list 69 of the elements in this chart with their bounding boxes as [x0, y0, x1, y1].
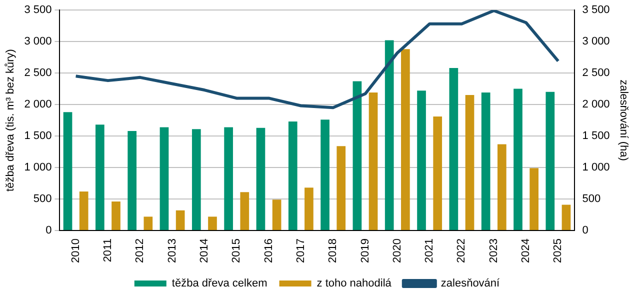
bar: [481, 92, 490, 230]
bar: [530, 168, 538, 230]
bar: [304, 188, 314, 230]
bar: [112, 202, 120, 230]
bar: [384, 40, 394, 230]
bar: [96, 124, 104, 230]
y-tick-label: 0: [46, 224, 52, 237]
x-tick-label: 2025: [552, 238, 564, 264]
x-tick-label: 2023: [488, 238, 500, 264]
x-tick-label: 2013: [166, 238, 178, 264]
y2-tick-label: 2 000: [582, 98, 610, 111]
legend-label: zalesňování: [440, 278, 501, 290]
x-tick-label: 2021: [424, 238, 436, 264]
y-tick-label: 3 000: [24, 36, 52, 48]
x-tick-label: 2016: [262, 238, 275, 264]
y-tick-label: 2 000: [24, 98, 52, 111]
x-tick-label: 2015: [230, 238, 243, 264]
bar: [208, 216, 217, 230]
bar: [240, 192, 250, 230]
bar: [160, 127, 169, 230]
bar: [465, 95, 474, 230]
x-tick-label: 2019: [359, 238, 372, 264]
x-tick-label: 2012: [134, 238, 146, 264]
y2-axis-title: zalesňování (ha): [617, 80, 630, 161]
bar: [272, 200, 282, 230]
bar: [63, 112, 72, 230]
x-tick-label: 2017: [294, 238, 307, 264]
bar: [79, 191, 88, 230]
y2-tick-label: 3 500: [582, 4, 610, 16]
bar: [336, 146, 346, 230]
y2-tick-label: 3 000: [582, 36, 610, 48]
legend-label: těžba dřeva celkem: [172, 278, 268, 290]
y2-tick-label: 500: [582, 193, 601, 206]
x-tick-label: 2014: [198, 238, 210, 264]
y-axis-title: těžba dřeva (tis. m³ bez kůry): [4, 49, 17, 192]
bar: [449, 68, 458, 230]
x-tick-label: 2020: [391, 238, 404, 264]
x-tick-label: 2010: [70, 238, 82, 264]
y-tick-label: 1 000: [24, 162, 52, 174]
x-tick-label: 2022: [456, 238, 468, 264]
bar: [320, 120, 330, 230]
y-tick-label: 3 500: [24, 4, 52, 16]
y2-tick-label: 2 500: [582, 67, 610, 80]
bar: [417, 90, 426, 230]
bar: [401, 49, 410, 230]
bar: [224, 127, 233, 230]
y2-tick-label: 1 000: [582, 162, 610, 174]
y2-tick-label: 1 500: [582, 130, 610, 142]
bar: [497, 144, 506, 230]
bar: [562, 204, 571, 230]
bar: [256, 128, 266, 230]
bar: [433, 116, 442, 230]
bar: [546, 92, 555, 230]
bar: [192, 129, 201, 230]
bar: [514, 88, 522, 230]
y-tick-label: 1 500: [24, 130, 52, 142]
bar: [144, 216, 153, 230]
bar: [352, 81, 362, 230]
y2-tick-label: 0: [582, 224, 588, 237]
x-tick-label: 2018: [327, 238, 340, 264]
x-tick-label: 2024: [520, 238, 532, 264]
bar: [128, 130, 137, 230]
bar: [176, 210, 185, 230]
y-tick-label: 2 500: [24, 67, 52, 80]
y-tick-label: 500: [33, 193, 52, 206]
bar: [368, 92, 378, 230]
legend-label: z toho nahodilá: [316, 278, 392, 290]
bar: [288, 122, 298, 230]
x-tick-label: 2011: [102, 238, 114, 262]
